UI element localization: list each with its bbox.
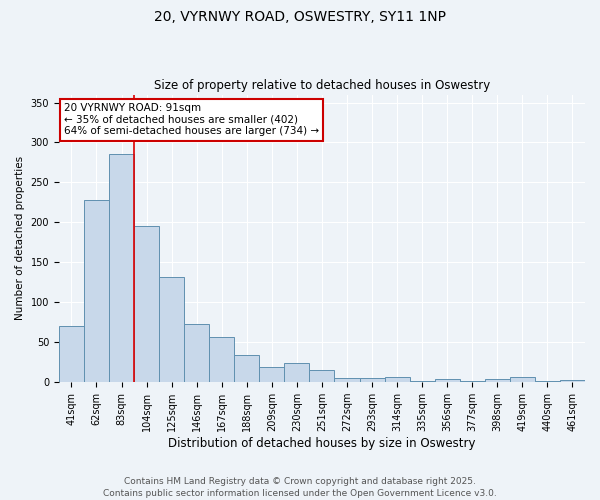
Bar: [209, 336, 234, 382]
Bar: [535, 380, 560, 382]
Bar: [310, 370, 334, 382]
Bar: [560, 380, 585, 382]
Bar: [410, 380, 434, 382]
Bar: [84, 200, 109, 382]
Bar: [284, 363, 310, 382]
Bar: [334, 378, 359, 382]
Bar: [510, 378, 535, 382]
Text: 20 VYRNWY ROAD: 91sqm
← 35% of detached houses are smaller (402)
64% of semi-det: 20 VYRNWY ROAD: 91sqm ← 35% of detached …: [64, 103, 319, 136]
Bar: [359, 378, 385, 382]
Bar: [159, 276, 184, 382]
Title: Size of property relative to detached houses in Oswestry: Size of property relative to detached ho…: [154, 79, 490, 92]
Text: 20, VYRNWY ROAD, OSWESTRY, SY11 1NP: 20, VYRNWY ROAD, OSWESTRY, SY11 1NP: [154, 10, 446, 24]
Y-axis label: Number of detached properties: Number of detached properties: [15, 156, 25, 320]
Bar: [134, 226, 159, 382]
Bar: [234, 355, 259, 382]
Bar: [59, 326, 84, 382]
Bar: [259, 367, 284, 382]
Bar: [485, 379, 510, 382]
Bar: [434, 379, 460, 382]
Bar: [385, 378, 410, 382]
Bar: [460, 380, 485, 382]
Bar: [109, 154, 134, 382]
Bar: [184, 324, 209, 382]
X-axis label: Distribution of detached houses by size in Oswestry: Distribution of detached houses by size …: [168, 437, 476, 450]
Text: Contains HM Land Registry data © Crown copyright and database right 2025.
Contai: Contains HM Land Registry data © Crown c…: [103, 476, 497, 498]
